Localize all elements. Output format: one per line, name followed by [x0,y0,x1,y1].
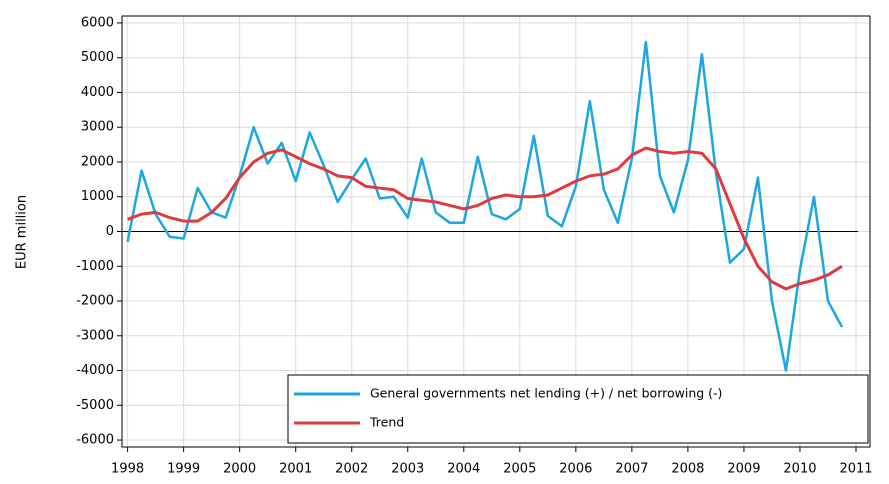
y-axis-label: EUR million [15,195,30,269]
x-tick-label: 2007 [615,462,648,477]
plot-frame [121,15,871,448]
y-tick-label: 5000 [81,50,114,65]
y-tick-label: 6000 [81,15,114,30]
y-tick-label: 4000 [81,85,114,100]
y-tick-label: -6000 [76,433,114,448]
x-tick-label: 2005 [503,462,536,477]
legend [287,374,869,444]
y-tick-label: -3000 [76,328,114,343]
y-tick-label: -5000 [76,398,114,413]
y-tick-label: -1000 [76,259,114,274]
legend-label: General governments net lending (+) / ne… [370,386,722,401]
x-tick-label: 2010 [783,462,816,477]
x-tick-label: 2000 [223,462,256,477]
x-tick-label: 2003 [391,462,424,477]
x-tick-label: 2008 [671,462,704,477]
x-tick-label: 1998 [111,462,144,477]
x-tick-label: 2009 [727,462,760,477]
line-series [127,146,843,291]
legend-label: Trend [369,415,404,430]
y-tick-label: -2000 [76,294,114,309]
y-tick-label: -4000 [76,363,114,378]
y-tick-label: 1000 [81,189,114,204]
x-tick-label: 2001 [279,462,312,477]
x-tick-label: 2006 [559,462,592,477]
x-tick-label: 2011 [839,462,872,477]
x-tick-label: 1999 [167,462,200,477]
y-tick-label: 2000 [81,154,114,169]
x-tick-label: 2002 [335,462,368,477]
y-tick-label: 0 [106,224,114,239]
x-tick-label: 2004 [447,462,480,477]
line-series [126,40,844,372]
y-tick-label: 3000 [81,120,114,135]
